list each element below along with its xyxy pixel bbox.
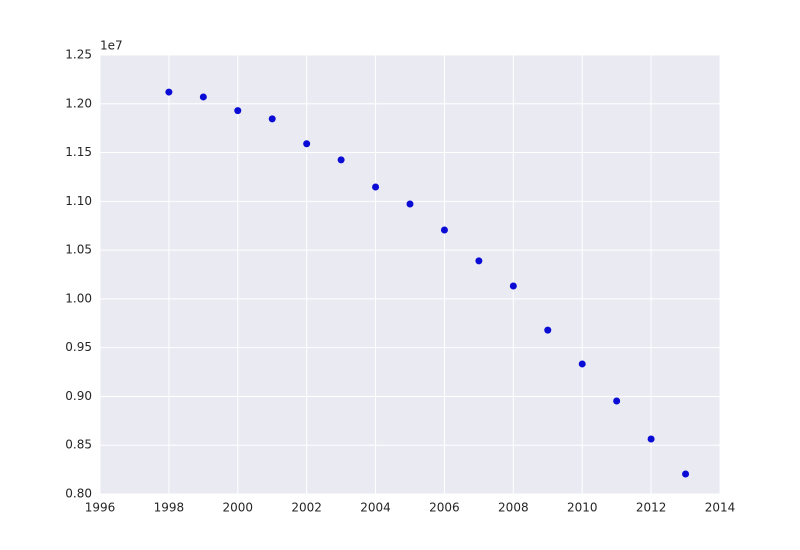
y-tick-label: 1.05: [65, 243, 92, 257]
point: [682, 470, 690, 478]
y-tick-label: 0.85: [65, 438, 92, 452]
y-tick-label: 1.20: [65, 96, 92, 110]
x-tick-label: 2010: [567, 501, 598, 515]
point: [406, 200, 414, 208]
x-tick-label: 1996: [85, 501, 116, 515]
point: [165, 88, 173, 96]
plot-area: [100, 55, 720, 494]
point: [337, 156, 345, 164]
y-tick-label: 1.15: [65, 145, 92, 159]
point: [475, 257, 483, 265]
x-tick-label: 2014: [705, 501, 736, 515]
point: [440, 226, 448, 234]
point: [509, 282, 517, 290]
point: [303, 140, 311, 148]
point: [613, 397, 621, 405]
y-tick-label: 1.25: [65, 48, 92, 62]
x-tick-label: 2012: [636, 501, 667, 515]
y-tick-label: 1.10: [65, 194, 92, 208]
x-tick-label: 2008: [498, 501, 529, 515]
point: [234, 107, 242, 115]
x-tick-label: 2004: [360, 501, 391, 515]
point: [268, 115, 276, 123]
point: [544, 326, 552, 334]
point: [647, 435, 655, 443]
x-tick-label: 2002: [291, 501, 322, 515]
point: [372, 183, 380, 191]
y-tick-label: 0.80: [65, 487, 92, 501]
point: [578, 360, 586, 368]
x-tick-label: 2006: [429, 501, 460, 515]
point: [199, 93, 207, 101]
y-tick-label: 0.95: [65, 340, 92, 354]
x-tick-label: 2000: [223, 501, 254, 515]
offset-label: 1e7: [100, 39, 123, 53]
y-tick-label: 0.90: [65, 389, 92, 403]
x-tick-label: 1998: [154, 501, 185, 515]
y-tick-label: 1.00: [65, 291, 92, 305]
